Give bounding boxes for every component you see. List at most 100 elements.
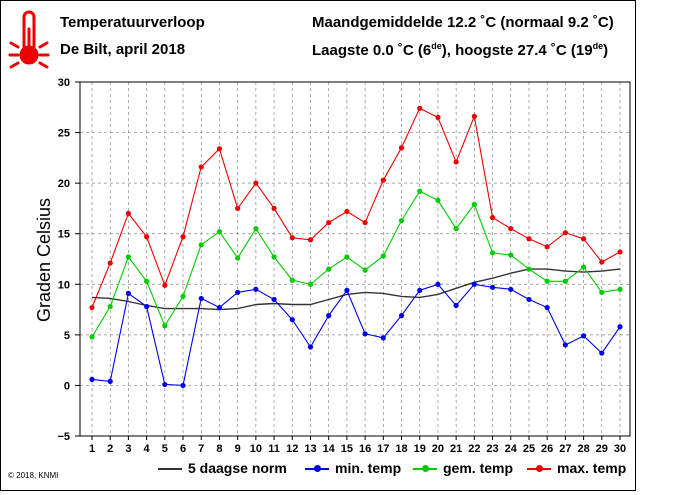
- data-point-gem: [271, 254, 277, 260]
- data-point-max: [489, 214, 496, 221]
- data-point-min: [544, 304, 550, 311]
- copyright-credit: © 2018, KNMI: [8, 471, 59, 480]
- data-point-gem: [489, 250, 496, 256]
- series-line-norm: [91, 268, 621, 311]
- y-tick-label: 25: [58, 128, 70, 140]
- legend-min-label: min. temp: [335, 460, 402, 476]
- data-point-gem: [599, 289, 605, 295]
- x-tick-label: 2: [107, 443, 113, 455]
- legend-norm-swatch: [158, 468, 182, 471]
- legend-max: max. temp: [527, 460, 626, 476]
- x-tick-label: 10: [250, 443, 262, 455]
- chart-title: Temperatuurverloop: [60, 14, 205, 31]
- data-point-gem: [307, 281, 314, 287]
- data-point-min: [526, 296, 532, 303]
- legend-max-label: max. temp: [557, 460, 627, 476]
- data-point-min: [453, 302, 459, 309]
- legend-norm-label: 5 daagse norm: [188, 460, 287, 476]
- data-point-gem: [162, 323, 168, 329]
- data-point-gem: [107, 303, 113, 310]
- data-point-min: [562, 342, 568, 348]
- min-max-summary: Laagste 0.0 ˚C (6de), hoogste 27.4 ˚C (1…: [312, 41, 609, 59]
- y-tick-label: 15: [58, 229, 70, 241]
- x-tick-label: 4: [144, 443, 151, 455]
- data-point-min: [489, 284, 496, 290]
- data-point-max: [417, 105, 423, 111]
- data-point-min: [471, 281, 477, 287]
- data-point-gem: [544, 278, 550, 284]
- x-tick-label: 9: [235, 443, 241, 455]
- chart-frame: [0, 0, 636, 491]
- data-point-min: [107, 378, 113, 384]
- x-tick-label: 15: [341, 443, 353, 455]
- data-point-max: [144, 234, 150, 240]
- data-point-max: [617, 249, 623, 255]
- data-point-max: [162, 282, 168, 288]
- data-point-gem: [471, 201, 477, 207]
- data-point-min: [144, 303, 150, 310]
- data-point-min: [216, 304, 223, 311]
- legend-gem: gem. temp: [413, 460, 513, 476]
- x-tick-label: 26: [541, 443, 553, 455]
- data-point-max: [398, 145, 405, 151]
- data-point-min: [180, 382, 186, 389]
- x-tick-label: 28: [577, 443, 589, 455]
- x-tick-label: 1: [89, 443, 95, 455]
- x-tick-label: 20: [432, 443, 444, 455]
- data-point-min: [326, 313, 332, 319]
- y-tick-label: 30: [58, 77, 70, 89]
- data-point-max: [253, 180, 259, 186]
- x-tick-label: 25: [523, 443, 535, 455]
- data-point-gem: [380, 253, 386, 259]
- data-point-gem: [144, 278, 150, 284]
- x-tick-label: 13: [304, 443, 316, 455]
- data-point-max: [180, 234, 186, 240]
- data-point-min: [344, 287, 350, 293]
- data-point-max: [107, 260, 113, 266]
- data-point-min: [617, 324, 623, 330]
- legend-gem-label: gem. temp: [443, 460, 514, 476]
- x-tick-label: 23: [486, 443, 498, 455]
- data-point-min: [380, 335, 386, 341]
- legend-max-swatch: [527, 465, 551, 473]
- x-tick-label: 29: [596, 443, 608, 455]
- data-point-gem: [398, 217, 405, 224]
- x-tick-label: 12: [286, 443, 298, 455]
- data-point-max: [435, 114, 441, 120]
- monthly-average: Maandgemiddelde 12.2 ˚C (normaal 9.2 ˚C): [312, 14, 614, 31]
- data-point-max: [562, 230, 568, 236]
- data-point-max: [198, 164, 204, 170]
- data-point-min: [125, 290, 132, 296]
- data-point-max: [271, 205, 277, 212]
- data-point-gem: [508, 252, 514, 258]
- data-point-min: [289, 317, 295, 323]
- x-tick-label: 22: [468, 443, 480, 455]
- data-point-max: [125, 210, 132, 217]
- data-point-max: [580, 236, 587, 242]
- data-point-min: [198, 295, 204, 302]
- data-point-max: [289, 235, 295, 241]
- x-tick-label: 7: [198, 443, 204, 455]
- data-point-min: [162, 381, 168, 388]
- data-point-gem: [526, 266, 532, 272]
- data-point-gem: [617, 286, 623, 292]
- data-point-max: [599, 259, 605, 265]
- data-point-max: [544, 244, 550, 250]
- y-tick-label: 0: [64, 380, 70, 392]
- data-point-gem: [235, 255, 241, 261]
- x-tick-label: 17: [377, 443, 389, 455]
- data-point-min: [580, 333, 587, 339]
- data-point-max: [508, 226, 514, 232]
- data-point-max: [526, 236, 532, 242]
- x-tick-label: 6: [180, 443, 186, 455]
- data-point-min: [271, 296, 277, 303]
- chart-subtitle: De Bilt, april 2018: [60, 41, 186, 58]
- series-line-min: [91, 283, 621, 386]
- data-point-min: [253, 286, 259, 292]
- x-tick-label: 8: [216, 443, 222, 455]
- x-tick-label: 16: [359, 443, 371, 455]
- data-point-min: [599, 350, 605, 356]
- data-point-gem: [125, 254, 132, 260]
- data-point-gem: [562, 278, 568, 284]
